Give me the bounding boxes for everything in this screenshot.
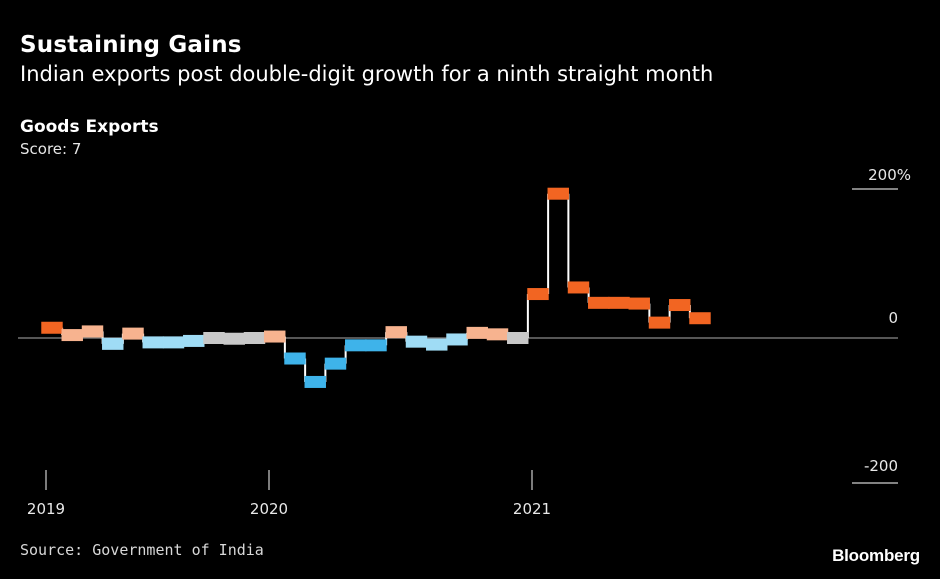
x-tick-label-2019: 2019 bbox=[27, 500, 65, 518]
data-point-2019-09 bbox=[203, 332, 225, 344]
data-point-2021-05 bbox=[608, 296, 630, 309]
series-title: Goods Exports bbox=[20, 117, 159, 137]
data-point-2020-04 bbox=[345, 339, 367, 352]
y-tick-label-zero: 0 bbox=[888, 309, 898, 327]
data-point-2019-07 bbox=[162, 336, 185, 349]
source-note: Source: Government of India bbox=[20, 541, 264, 559]
data-point-2020-01 bbox=[284, 352, 306, 365]
data-point-2020-06 bbox=[385, 326, 407, 339]
data-point-2019-12 bbox=[264, 330, 286, 343]
data-point-2019-10 bbox=[223, 332, 245, 345]
data-point-2020-05 bbox=[365, 339, 387, 352]
data-point-2020-11 bbox=[486, 328, 509, 341]
x-tick-label-2020: 2020 bbox=[250, 500, 288, 518]
data-point-2019-04 bbox=[102, 337, 124, 350]
data-point-2019-05 bbox=[122, 327, 144, 340]
data-point-2020-03 bbox=[324, 357, 347, 370]
bar-layer bbox=[41, 187, 711, 388]
data-point-2019-01 bbox=[41, 321, 63, 334]
x-tick-label-2021: 2021 bbox=[513, 500, 551, 518]
y-tick-label-top: 200% bbox=[868, 166, 911, 184]
data-point-2021-09 bbox=[689, 312, 711, 325]
data-point-2019-06 bbox=[142, 336, 164, 349]
data-point-2020-10 bbox=[466, 326, 488, 339]
series-score: Score: 7 bbox=[20, 140, 82, 158]
connector-layer bbox=[61, 193, 691, 382]
data-point-2019-11 bbox=[243, 332, 266, 344]
data-point-2020-08 bbox=[426, 338, 448, 351]
data-point-2021-07 bbox=[648, 316, 671, 329]
data-point-2020-12 bbox=[507, 332, 529, 344]
data-point-2020-02 bbox=[304, 375, 326, 388]
data-point-2021-06 bbox=[628, 297, 650, 310]
y-tick-label-bottom: -200 bbox=[864, 457, 898, 475]
data-point-2020-09 bbox=[446, 333, 468, 346]
data-point-2019-02 bbox=[61, 329, 83, 342]
data-point-2021-04 bbox=[588, 296, 610, 309]
data-point-2021-03 bbox=[567, 281, 590, 294]
data-point-2020-07 bbox=[405, 335, 428, 348]
data-point-2021-02 bbox=[547, 187, 569, 200]
data-point-2019-08 bbox=[183, 334, 205, 347]
data-point-2021-01 bbox=[527, 288, 549, 301]
data-point-2021-08 bbox=[669, 299, 691, 312]
bloomberg-logo: Bloomberg bbox=[832, 546, 920, 565]
chart-subtitle: Indian exports post double-digit growth … bbox=[20, 62, 714, 86]
data-point-2019-03 bbox=[81, 325, 104, 338]
chart-title: Sustaining Gains bbox=[20, 32, 242, 58]
